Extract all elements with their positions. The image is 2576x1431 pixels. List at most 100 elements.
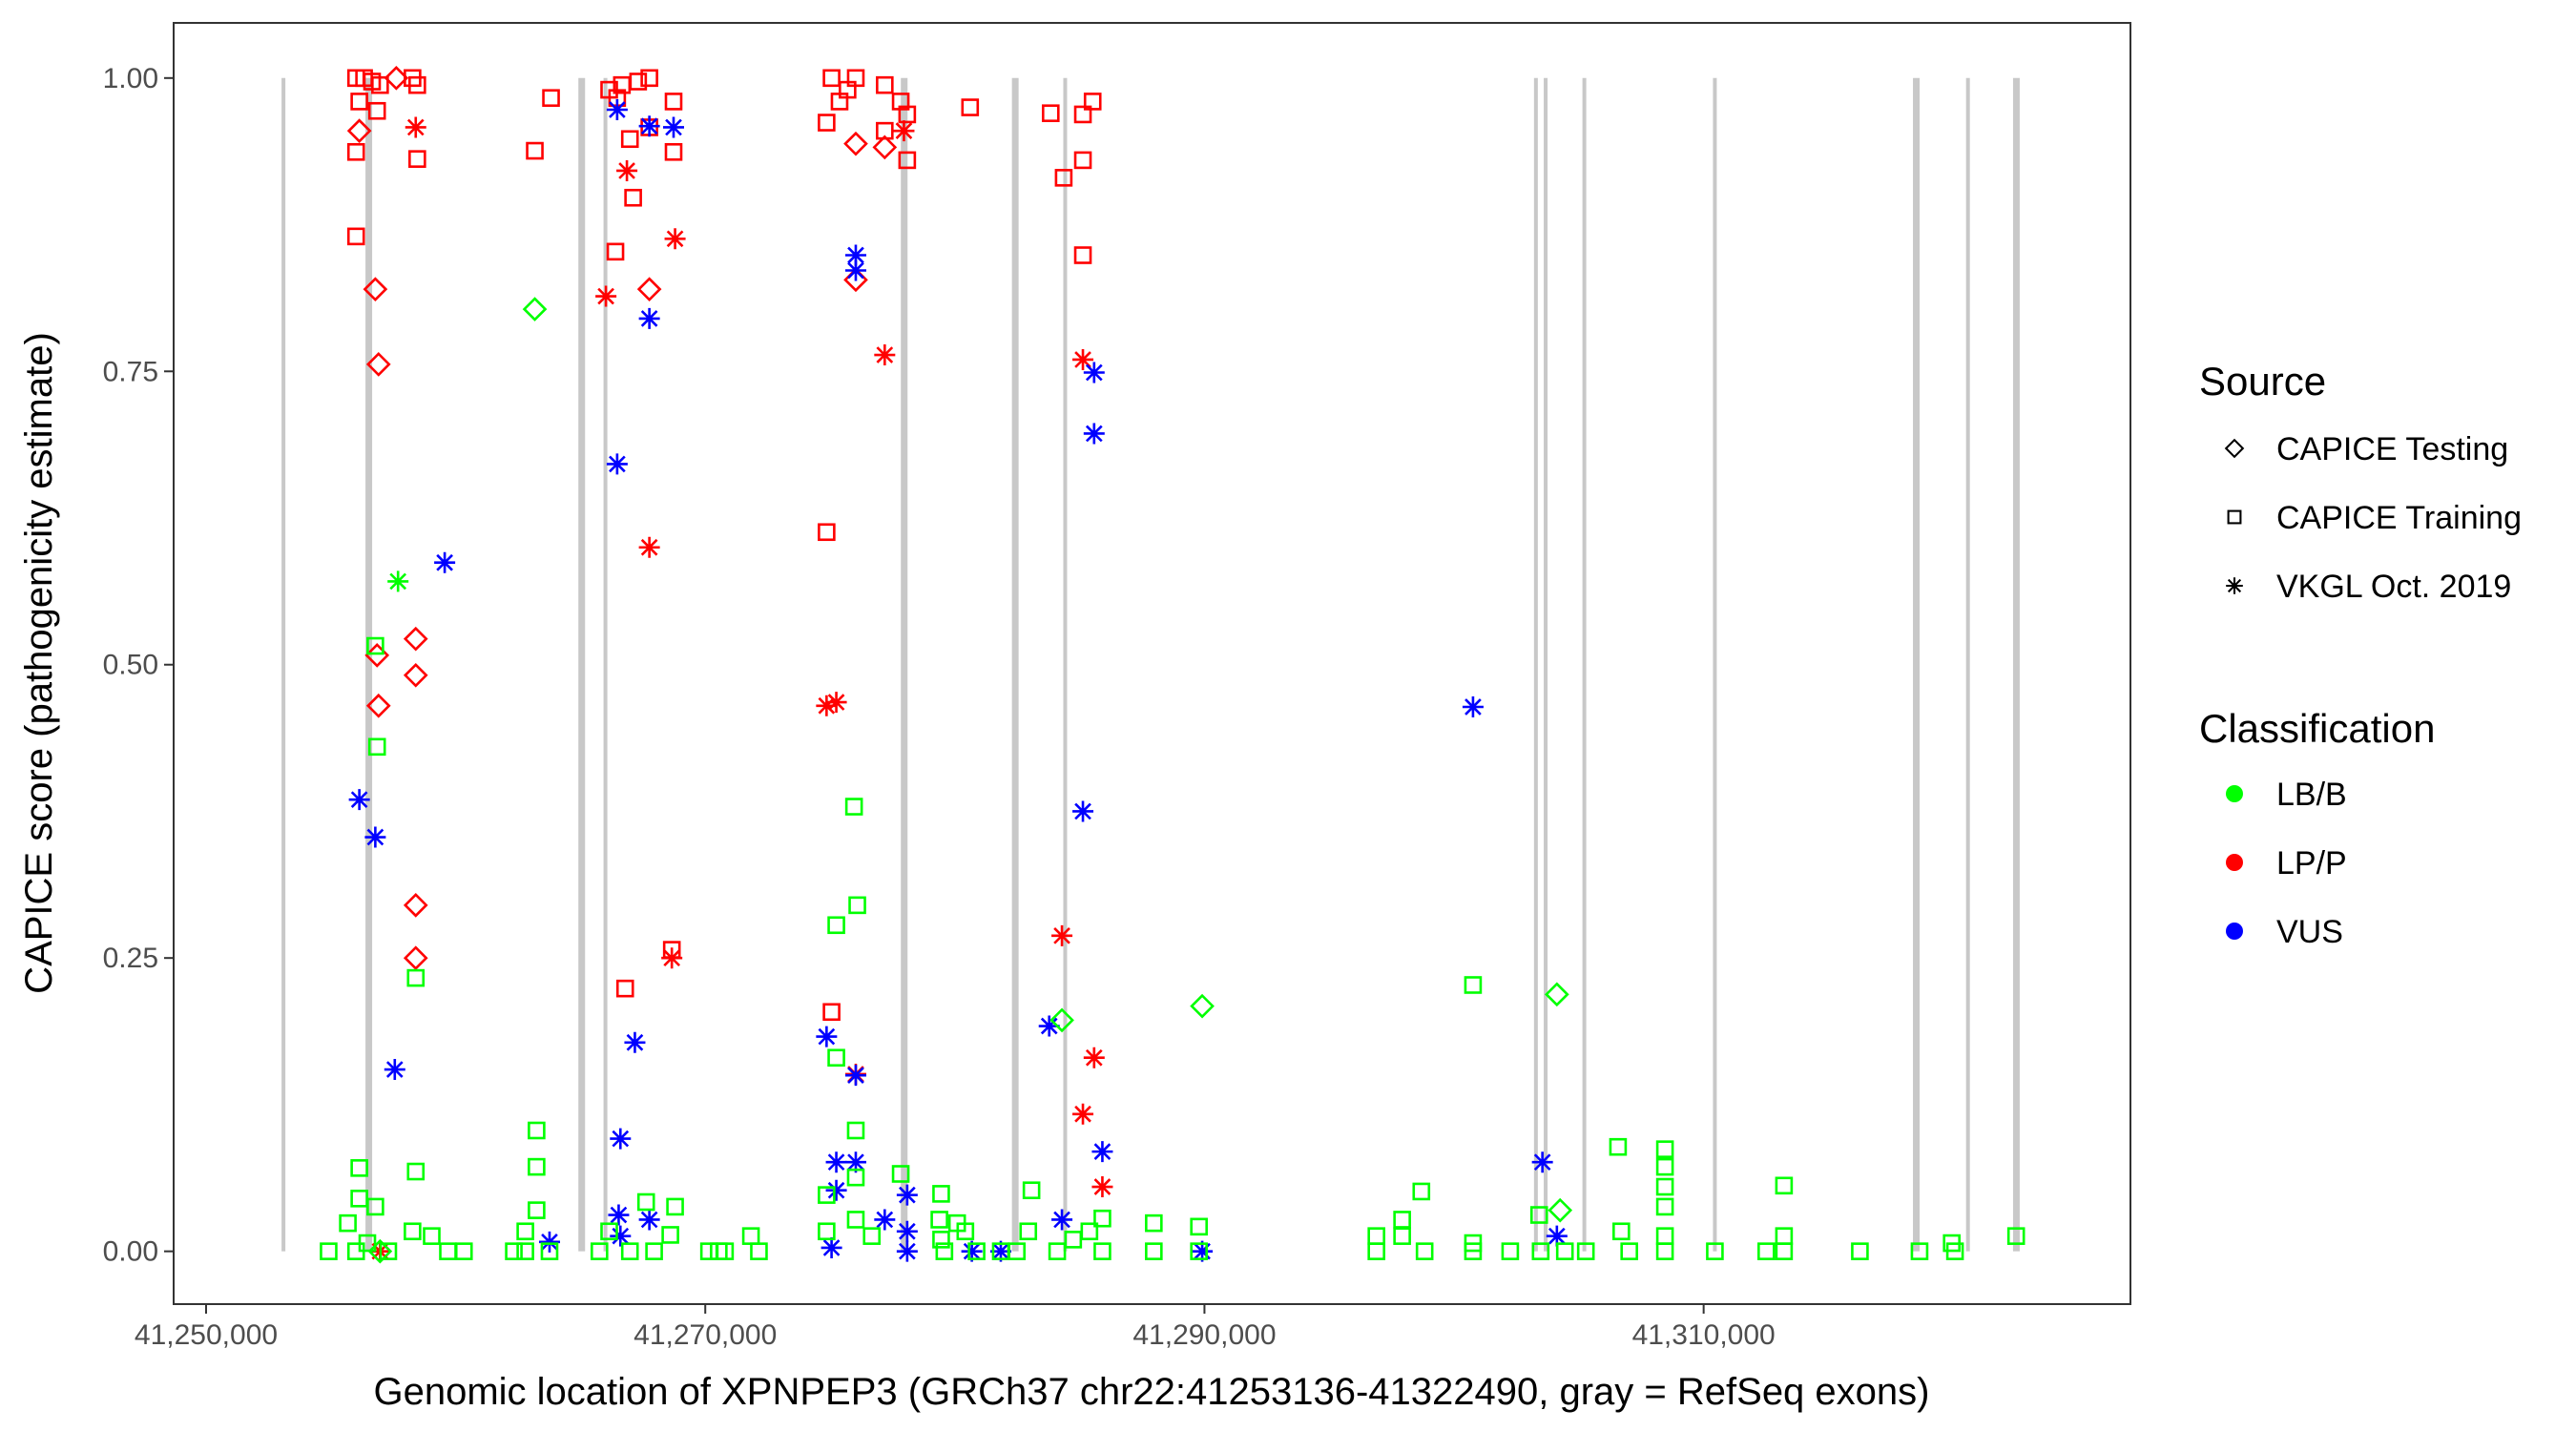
asterisk-marker (896, 1220, 918, 1242)
data-point (825, 692, 847, 714)
diamond-marker (872, 135, 898, 160)
data-point (1555, 1242, 1574, 1260)
asterisk-marker (405, 116, 426, 138)
data-point (1048, 1242, 1067, 1260)
square-marker (1655, 1242, 1674, 1260)
asterisk-marker (825, 1151, 847, 1173)
data-point (935, 1242, 954, 1260)
square-marker (346, 227, 365, 246)
data-point (620, 1242, 639, 1260)
data-point (348, 789, 370, 811)
square-marker (1080, 1222, 1099, 1241)
data-point (629, 73, 648, 91)
data-point (664, 228, 686, 250)
data-point (1073, 105, 1092, 124)
data-point (1464, 976, 1483, 994)
data-point (384, 65, 409, 91)
legend-class-label: LB/B (2276, 777, 2347, 813)
square-marker (1145, 1242, 1163, 1260)
data-point (350, 93, 368, 111)
diamond-marker (346, 118, 372, 143)
asterisk-marker (608, 1204, 630, 1226)
data-point (408, 150, 426, 168)
square-marker (1655, 1227, 1674, 1245)
data-point (636, 277, 662, 302)
y-axis-title: CAPICE score (pathogenicity estimate) (18, 332, 60, 994)
data-point (595, 285, 617, 307)
square-marker (620, 130, 639, 149)
data-point (1548, 1197, 1573, 1223)
legend-class-label: LP/P (2276, 845, 2347, 881)
data-point (1620, 1242, 1638, 1260)
asterisk-marker (610, 1128, 632, 1150)
square-marker (615, 979, 634, 998)
data-point (1192, 1240, 1214, 1262)
data-point (956, 1222, 975, 1241)
data-point (403, 626, 428, 652)
square-marker (1190, 1242, 1208, 1260)
data-point (821, 1236, 842, 1258)
square-marker (827, 916, 845, 935)
square-marker (699, 1242, 718, 1260)
square-marker (1367, 1242, 1385, 1260)
square-marker (956, 1222, 975, 1241)
asterisk-marker (662, 116, 684, 138)
data-point (1529, 1206, 1548, 1224)
data-point (434, 551, 456, 573)
square-marker (645, 1242, 663, 1260)
asterisk-marker (844, 1065, 866, 1087)
square-marker (454, 1242, 473, 1260)
y-tick-label: 0.50 (103, 650, 158, 681)
asterisk-marker (610, 1225, 632, 1247)
square-marker (848, 896, 866, 915)
square-marker (846, 1168, 865, 1187)
square-marker (818, 114, 836, 132)
data-point (1462, 696, 1484, 718)
legend-key-dot-icon (2226, 854, 2243, 871)
data-point (624, 188, 642, 207)
data-point (406, 1162, 426, 1181)
square-marker (591, 1242, 609, 1260)
data-point (818, 1186, 836, 1204)
data-point (1367, 1242, 1385, 1260)
square-marker (827, 1048, 845, 1068)
data-point (825, 1179, 847, 1201)
asterisk-marker (825, 692, 847, 714)
data-point (403, 945, 428, 971)
square-marker (408, 150, 426, 168)
legend-source-label: CAPICE Testing (2276, 431, 2508, 467)
data-point (384, 1059, 405, 1081)
data-point (830, 93, 849, 111)
square-marker (1501, 1242, 1520, 1260)
data-point (891, 1165, 910, 1183)
square-marker (346, 142, 365, 161)
data-point (874, 1209, 896, 1231)
asterisk-marker (384, 1059, 405, 1081)
y-axis: 0.00 0.25 0.50 0.75 1.00 (103, 63, 174, 1268)
diamond-marker (1190, 993, 1215, 1019)
square-marker (844, 798, 863, 816)
data-point (408, 75, 426, 94)
data-point (528, 1201, 546, 1219)
data-point (750, 1242, 768, 1260)
square-marker (636, 1192, 655, 1212)
square-marker (1190, 1217, 1208, 1236)
data-point (610, 1128, 632, 1150)
square-marker (1008, 1242, 1027, 1260)
diamond-marker (2224, 438, 2245, 459)
square-marker (1083, 93, 1102, 111)
square-marker (846, 1121, 865, 1140)
y-tick-label: 0.00 (103, 1236, 158, 1268)
legend-class-label: VUS (2276, 914, 2343, 950)
data-point (896, 1240, 918, 1262)
asterisk-marker (1531, 1151, 1553, 1173)
data-point (542, 89, 560, 108)
data-point (1775, 1176, 1794, 1195)
asterisk-marker (1072, 1103, 1094, 1125)
square-marker (830, 93, 849, 111)
data-point (645, 1242, 663, 1260)
legend: Source Classification CAPICE Testing CAPI… (2199, 359, 2522, 950)
square-marker (358, 1234, 377, 1253)
data-point (516, 1222, 534, 1241)
square-marker (1706, 1242, 1724, 1260)
